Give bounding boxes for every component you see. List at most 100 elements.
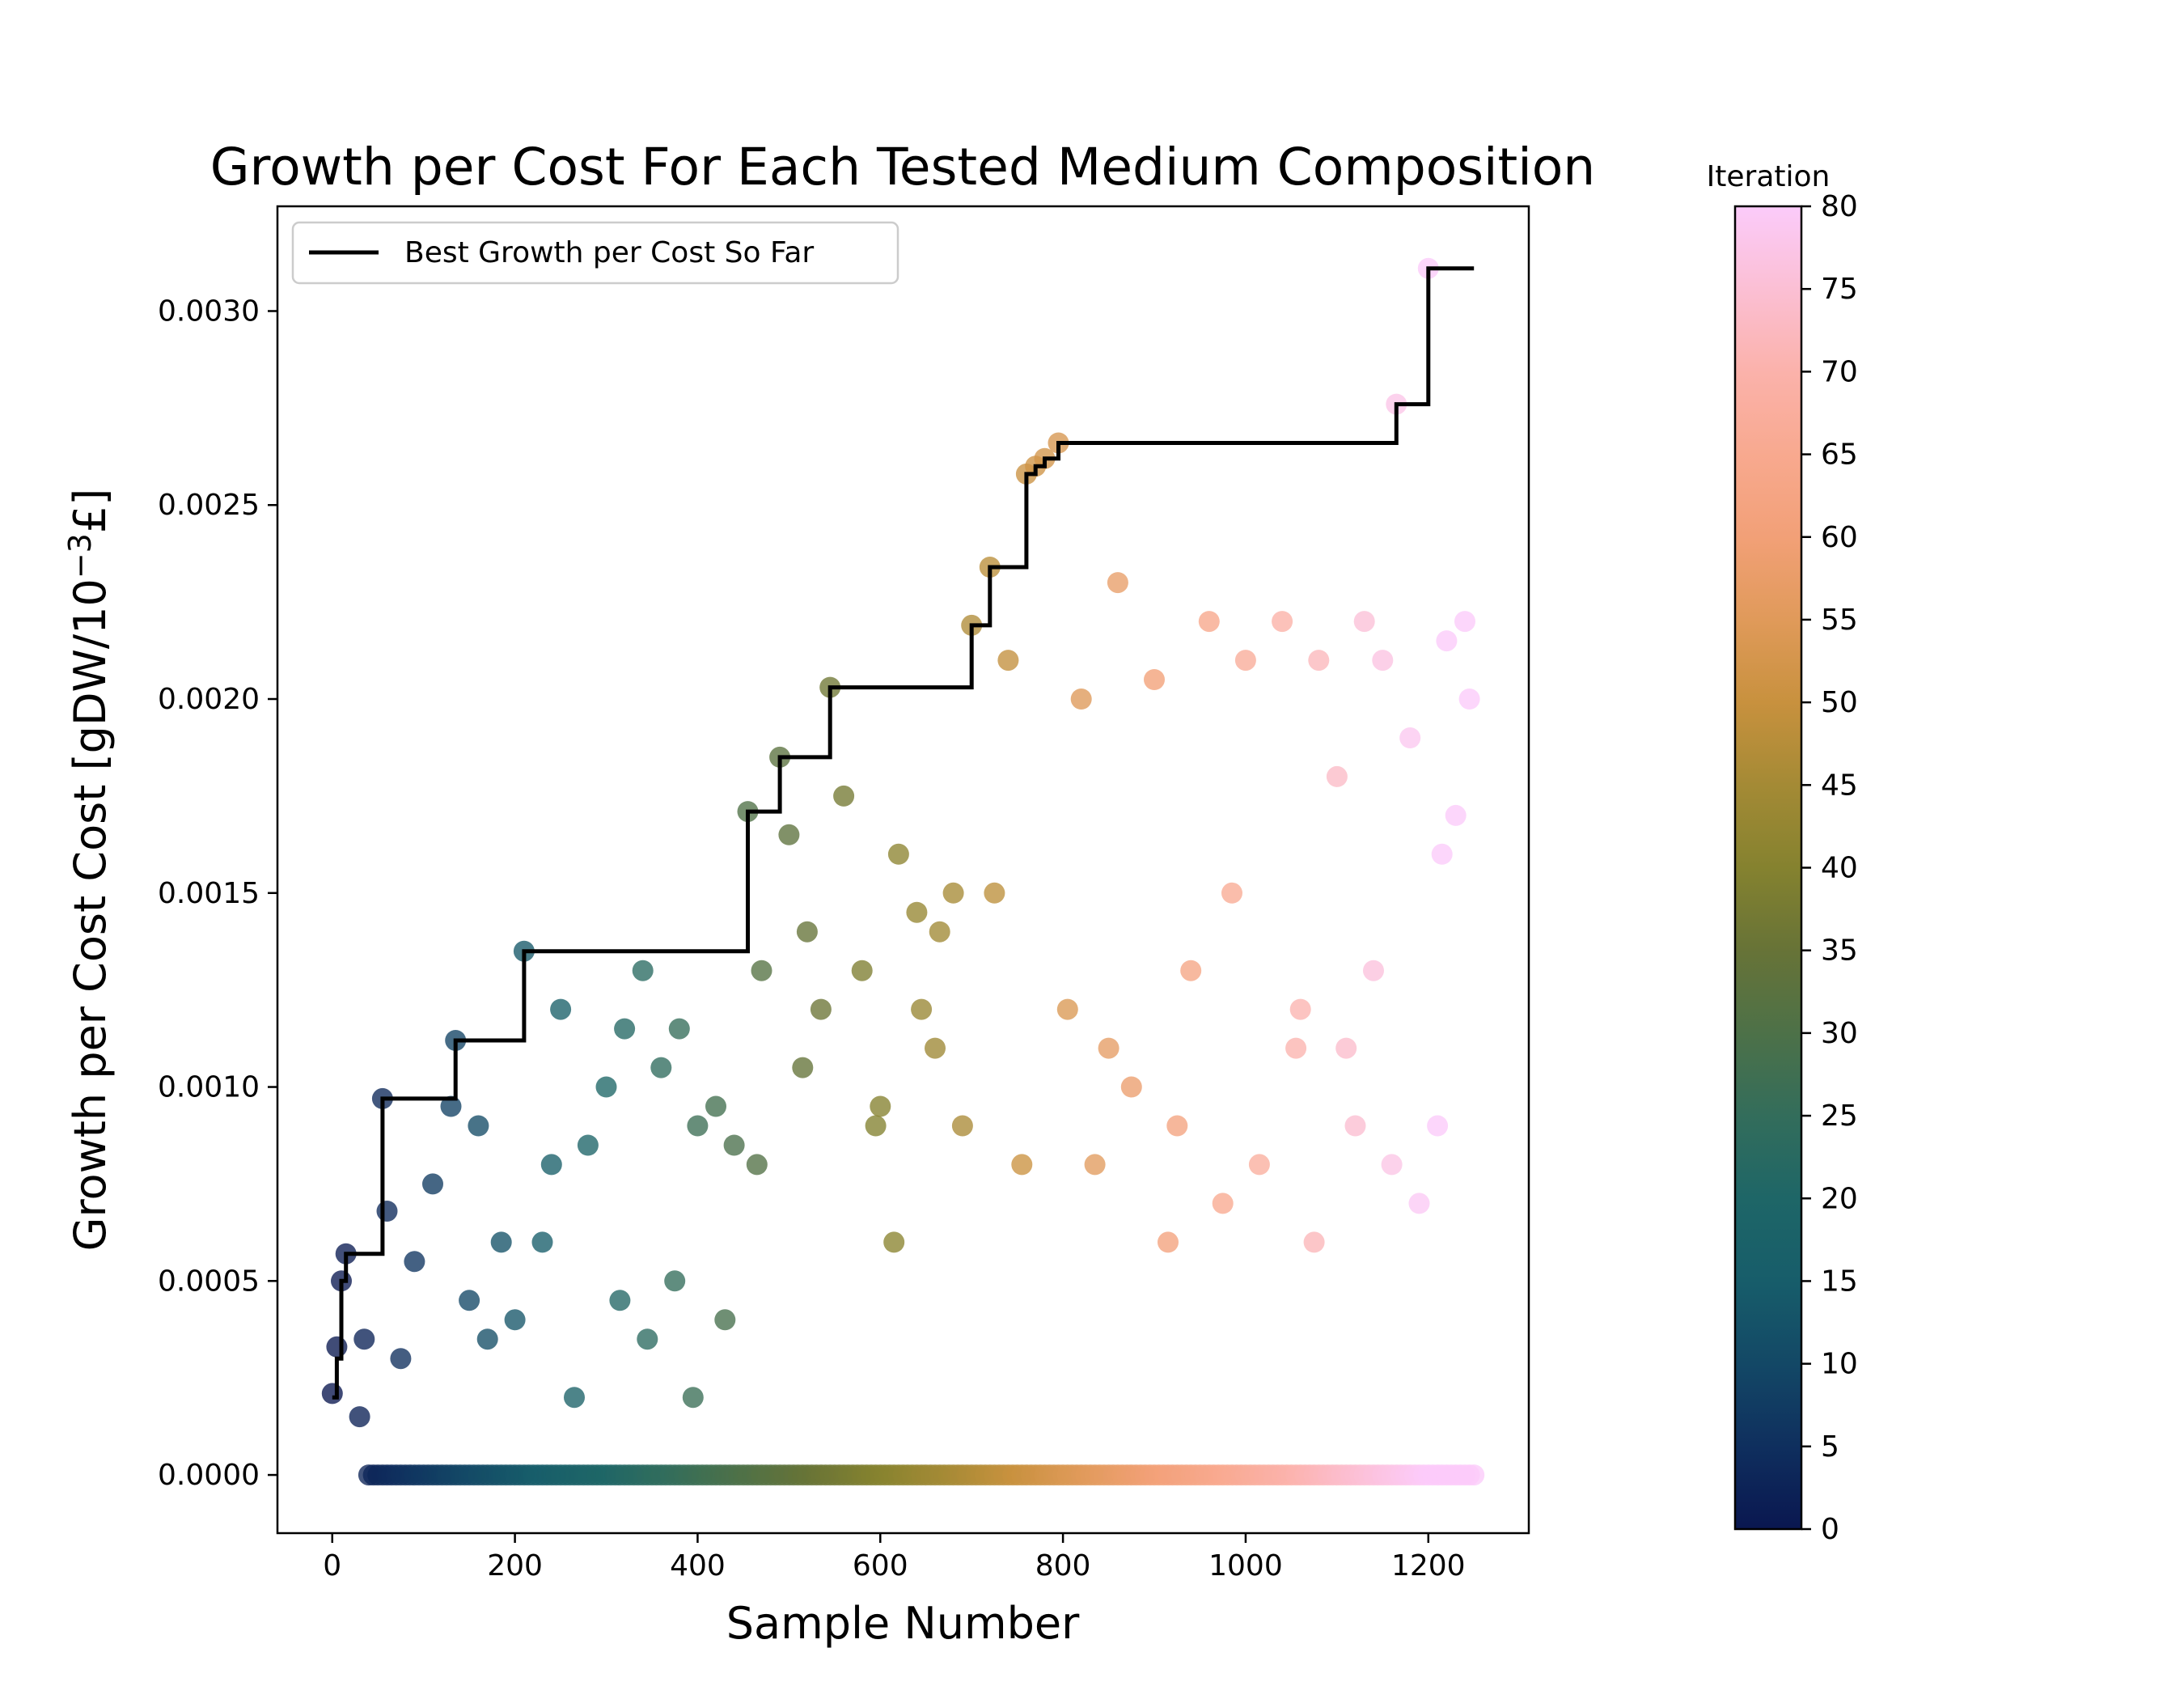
scatter-point [1408, 1193, 1430, 1214]
plot-area: 0 200 400 600 800 1000 1200 0.0000 0.0005 0.0010… [158, 205, 1530, 1582]
scatter-point [1056, 998, 1078, 1020]
scatter-point [1212, 1193, 1234, 1214]
scatter-point [687, 1115, 709, 1137]
scatter-point [459, 1290, 480, 1311]
x-tick-label: 1200 [1391, 1549, 1466, 1582]
scatter-point [792, 1057, 814, 1078]
scatter-point [1070, 688, 1092, 710]
colorbar-tick-label: 10 [1821, 1348, 1858, 1381]
legend: Best Growth per Cost So Far [291, 221, 899, 285]
x-tick-label: 400 [670, 1549, 726, 1582]
scatter-point [609, 1290, 631, 1311]
x-tick-label: 800 [1035, 1549, 1091, 1582]
scatter-point [911, 998, 933, 1020]
scatter-point [723, 1134, 745, 1156]
scatter-point [540, 1154, 562, 1176]
scatter-point [1436, 630, 1458, 652]
best-so-far-line [332, 266, 1475, 1400]
x-tick-label: 600 [853, 1549, 908, 1582]
scatter-point [1454, 611, 1475, 633]
y-axis-title-main: Growth per Cost Cost [gDW/10 [65, 578, 116, 1251]
y-tick-label: 0.0015 [158, 877, 260, 910]
scatter-point [1120, 1076, 1142, 1098]
scatter-point [870, 1095, 891, 1117]
scatter-point [1158, 1231, 1179, 1253]
scatter-point [440, 1095, 462, 1117]
scatter-point [833, 785, 855, 807]
scatter-point [476, 1328, 498, 1350]
scatter-point [1107, 572, 1128, 594]
scatter-point [1166, 1115, 1188, 1137]
scatter-point [1234, 650, 1256, 672]
scatter-point [1463, 1464, 1485, 1486]
scatter-point [390, 1348, 412, 1370]
plot-frame [276, 205, 1530, 1535]
scatter-point [1431, 843, 1453, 865]
colorbar-tick-label: 20 [1821, 1182, 1858, 1215]
colorbar-tick-label: 60 [1821, 521, 1858, 554]
y-tick-label: 0.0000 [158, 1459, 260, 1492]
colorbar-tick-label: 45 [1821, 769, 1858, 802]
scatter-point [632, 960, 654, 981]
scatter-point [865, 1115, 887, 1137]
scatter-point [746, 1154, 768, 1176]
scatter-point [906, 901, 928, 923]
scatter-point [925, 1037, 946, 1059]
scatter-point [1221, 882, 1242, 904]
y-tick-label: 0.0005 [158, 1265, 260, 1298]
y-tick-label: 0.0030 [158, 294, 260, 328]
scatter-point [577, 1134, 599, 1156]
scatter-point [887, 843, 909, 865]
scatter-point [1285, 1037, 1307, 1059]
scatter-point [810, 998, 832, 1020]
x-axis-title: Sample Number [726, 1598, 1080, 1649]
y-tick-label: 0.0020 [158, 683, 260, 716]
scatter-point [668, 1018, 690, 1040]
y-axis: 0.0000 0.0005 0.0010 0.0015 0.0020 0.0025 0.00… [158, 294, 277, 1492]
scatter-point [751, 960, 772, 981]
colorbar-tick-label: 0 [1821, 1513, 1839, 1546]
scatter-point [682, 1387, 704, 1409]
scatter-point [1458, 688, 1480, 710]
scatter-markers [321, 257, 1485, 1486]
scatter-point [490, 1231, 512, 1253]
colorbar-tick-label: 65 [1821, 439, 1858, 472]
scatter-point [796, 921, 818, 943]
colorbar-tick-label: 30 [1821, 1017, 1858, 1050]
scatter-point [550, 998, 572, 1020]
scatter-point [1335, 1037, 1357, 1059]
scatter-point [326, 1336, 348, 1358]
scatter-point [321, 1383, 343, 1405]
y-axis-title: Growth per Cost Cost [gDW/10−3£] [62, 489, 116, 1252]
colorbar-title: Iteration [1707, 160, 1831, 193]
scatter-point [1445, 804, 1467, 826]
scatter-point [1144, 669, 1165, 690]
scatter-point [1427, 1115, 1449, 1137]
x-tick-label: 0 [323, 1549, 341, 1582]
plot-title: Growth per Cost For Each Tested Medium C… [210, 138, 1596, 197]
scatter-point [650, 1057, 672, 1078]
legend-label: Best Growth per Cost So Far [404, 236, 814, 269]
scatter-point [951, 1115, 973, 1137]
colorbar-tick-label: 75 [1821, 273, 1858, 306]
scatter-point [984, 882, 1005, 904]
scatter-point [851, 960, 873, 981]
scatter-point [1180, 960, 1202, 981]
scatter-point [997, 650, 1019, 672]
colorbar-ticks: 0 5 10 15 20 25 30 35 40 45 50 55 60 65 70 75 80 [1801, 190, 1858, 1546]
scatter-point [564, 1387, 585, 1409]
scatter-point [422, 1173, 443, 1195]
scatter-point [1303, 1231, 1325, 1253]
scatter-point [1363, 960, 1384, 981]
colorbar-tick-label: 25 [1821, 1099, 1858, 1133]
legend-box [291, 221, 899, 285]
x-axis: 0 200 400 600 800 1000 1200 [323, 1533, 1466, 1582]
y-axis-title-sup: −3 [62, 533, 98, 578]
scatter-point [1289, 998, 1311, 1020]
scatter-point [883, 1231, 905, 1253]
scatter-point [353, 1328, 375, 1350]
scatter-point [1098, 1037, 1120, 1059]
scatter-point [705, 1095, 726, 1117]
scatter-point [1272, 611, 1293, 633]
